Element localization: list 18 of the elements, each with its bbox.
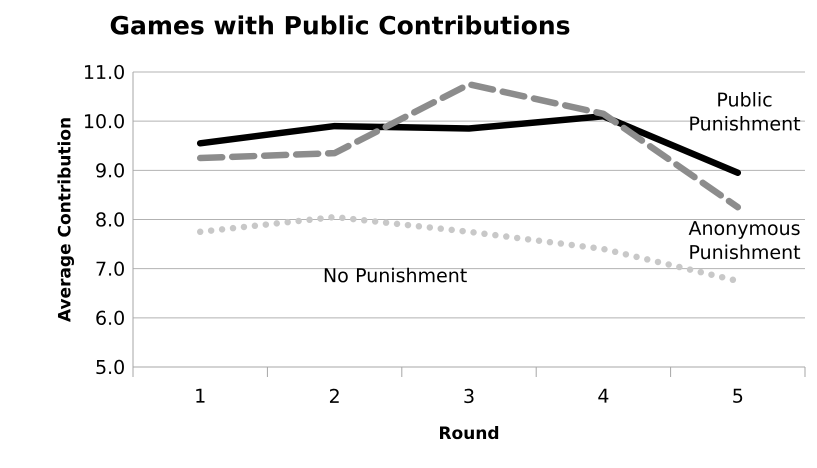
y-tick-label: 8.0 — [96, 212, 124, 227]
series-label: Public Punishment — [690, 92, 800, 131]
series-label: Anonymous Punishment — [688, 221, 800, 260]
y-tick-label: 6.0 — [96, 310, 124, 326]
x-tick-label: 5 — [733, 388, 742, 403]
x-tick-label: 4 — [598, 388, 608, 403]
y-tick-label: 9.0 — [96, 163, 124, 178]
y-tick-label: 11.0 — [84, 64, 124, 80]
y-tick-label: 10.0 — [84, 114, 124, 128]
y-tick-label: 5.0 — [96, 360, 124, 374]
y-axis-title: Average Contribution — [57, 118, 74, 322]
x-axis-title: Round — [440, 426, 498, 440]
chart-title: Games with Public Contributions — [110, 15, 570, 35]
x-tick-label: 2 — [330, 388, 339, 403]
y-tick-label: 7.0 — [96, 261, 124, 276]
x-tick-label: 3 — [464, 388, 474, 404]
x-tick-label: 1 — [196, 388, 204, 403]
series-label: No Punishment — [324, 268, 467, 282]
